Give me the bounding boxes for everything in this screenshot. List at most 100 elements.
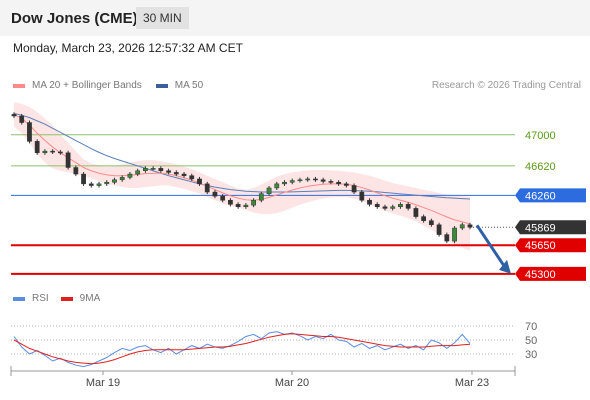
candle xyxy=(289,178,295,185)
candle xyxy=(313,176,318,182)
timeframe-badge[interactable]: 30 MIN xyxy=(136,7,189,29)
current-price-label-bg xyxy=(515,220,586,235)
candle xyxy=(158,166,164,173)
level-label-45650: 45650 xyxy=(525,240,556,252)
candle xyxy=(127,172,133,180)
rsi-tick-70: 70 xyxy=(525,321,537,333)
candle-body xyxy=(305,178,311,181)
candle xyxy=(228,198,233,207)
candle xyxy=(181,172,187,178)
candle xyxy=(73,165,79,177)
candle-body xyxy=(274,183,280,189)
candle-body xyxy=(166,170,171,173)
candle-body xyxy=(150,168,156,170)
candle-body xyxy=(197,178,202,185)
candle-body xyxy=(382,206,388,209)
candle xyxy=(135,168,141,177)
candle-body xyxy=(112,179,117,183)
candle xyxy=(374,202,380,209)
candle xyxy=(367,198,372,207)
candle xyxy=(27,120,32,144)
level-label-bg-45300 xyxy=(515,266,586,281)
candle xyxy=(243,203,249,209)
candle-body xyxy=(34,141,40,154)
ma20-label: MA 20 + Bollinger Bands xyxy=(32,80,142,91)
candle xyxy=(328,179,334,185)
candle xyxy=(42,149,48,155)
level-label-bg-46260 xyxy=(515,188,586,203)
candle-body xyxy=(351,185,357,193)
candle xyxy=(96,181,102,188)
candle xyxy=(212,190,218,199)
candle-body xyxy=(212,191,218,197)
candle xyxy=(320,177,326,184)
ma50-line xyxy=(13,113,471,200)
rsi-ma-swatch xyxy=(60,296,73,301)
candle-body xyxy=(289,180,295,183)
candle xyxy=(359,190,365,203)
candle-body xyxy=(220,195,226,201)
candle xyxy=(297,177,303,183)
candle xyxy=(235,202,241,209)
candle xyxy=(119,175,125,182)
level-label-bg-45650 xyxy=(515,238,586,253)
candle-body xyxy=(243,204,249,208)
x-label-mar-19: Mar 19 xyxy=(86,377,120,389)
candle xyxy=(405,202,411,211)
candle xyxy=(258,191,264,203)
candle-body xyxy=(320,179,326,182)
timestamp: Monday, March 23, 2026 12:57:32 AM CET xyxy=(13,41,243,55)
candle-body xyxy=(398,204,403,208)
candle-body xyxy=(96,183,102,186)
candle xyxy=(351,183,357,195)
candle-body xyxy=(444,234,450,242)
candle xyxy=(204,181,210,195)
ma20-swatch xyxy=(13,83,25,88)
candle-body xyxy=(459,224,465,229)
candle xyxy=(104,180,110,186)
rsi-ma-line xyxy=(13,333,471,365)
rsi-line xyxy=(13,331,471,368)
candle-body xyxy=(235,204,241,208)
candle-body xyxy=(42,150,48,154)
candle-body xyxy=(405,204,411,209)
candle xyxy=(34,139,40,155)
candle xyxy=(57,149,63,155)
candle xyxy=(189,173,195,182)
level-label-45300: 45300 xyxy=(525,269,556,281)
price-legend: MA 20 + Bollinger Bands MA 50 xyxy=(13,80,217,91)
candle-body xyxy=(297,179,303,182)
candle-body xyxy=(428,220,434,226)
candle xyxy=(305,176,311,182)
candle-body xyxy=(421,216,427,221)
candle xyxy=(173,170,179,177)
header-bar: Dow Jones (CME) 30 MIN xyxy=(0,0,590,36)
x-label-mar-23: Mar 23 xyxy=(455,377,489,389)
x-label-mar-20: Mar 20 xyxy=(275,377,309,389)
candle-body xyxy=(452,227,457,242)
candle xyxy=(421,214,427,223)
candle xyxy=(266,185,272,196)
candle-body xyxy=(413,208,419,217)
candle xyxy=(398,202,403,209)
candle-body xyxy=(135,170,141,175)
candle xyxy=(220,194,226,203)
candle-body xyxy=(127,173,133,178)
level-label-46260: 46260 xyxy=(525,190,556,202)
candle-body xyxy=(258,193,264,201)
candle-body xyxy=(336,181,341,185)
candle xyxy=(444,232,450,244)
candle xyxy=(336,180,341,186)
candle-body xyxy=(19,115,25,123)
candle-body xyxy=(189,175,195,180)
rsi-tick-30: 30 xyxy=(525,349,537,361)
candle xyxy=(81,172,86,186)
rsi-ma-label: 9MA xyxy=(79,293,101,304)
candle xyxy=(197,176,202,186)
candle xyxy=(459,222,465,231)
ma50-swatch xyxy=(155,83,168,88)
legend-item-rsi: RSI xyxy=(13,293,49,304)
candle-body xyxy=(367,199,372,205)
current-price-label: 45869 xyxy=(525,222,556,234)
